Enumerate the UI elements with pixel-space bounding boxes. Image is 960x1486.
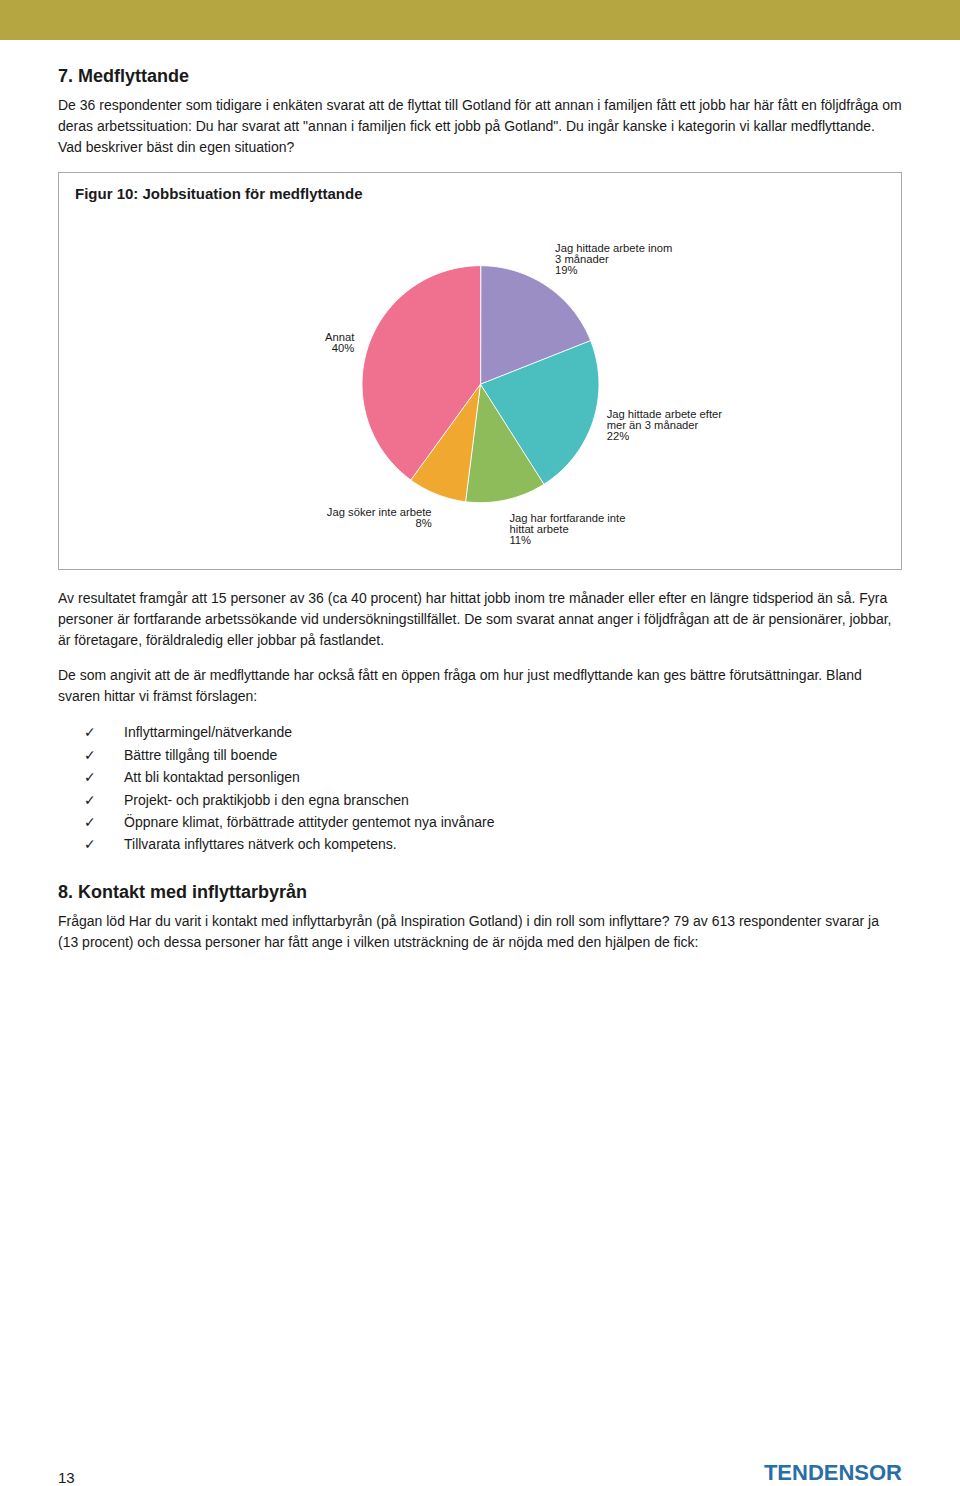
html-text:Frågan löd Har du varit i kont: Frågan löd Har du varit i kontakt med in… xyxy=(58,912,879,950)
svg-text:Jag har fortfarande intehittat: Jag har fortfarande intehittat arbete11% xyxy=(509,512,625,546)
html-text:7. Medflyttande: 7. Medflyttande xyxy=(58,66,189,86)
html-text:Öppnare klimat, förbättrade at: Öppnare klimat, förbättrade attityder ge… xyxy=(124,814,495,830)
html-text:De som angivit att de är medfl: De som angivit att de är medflyttande ha… xyxy=(58,667,862,705)
html-text:13: 13 xyxy=(58,1469,75,1486)
html-text:TENDENSOR: TENDENSOR xyxy=(763,1460,902,1485)
html-text:De 36 respondenter som tidigar: De 36 respondenter som tidigare i enkäte… xyxy=(58,97,902,155)
svg-text:Jag hittade arbete inom3 månad: Jag hittade arbete inom3 månader19% xyxy=(555,242,672,276)
html-text:Projekt- och praktikjobb i den: Projekt- och praktikjobb i den egna bran… xyxy=(124,791,409,808)
svg-text:Annat40%: Annat40% xyxy=(325,331,355,354)
html-text:Bättre tillgång till boende: Bättre tillgång till boende xyxy=(124,746,278,763)
html-text:Tillvarata inflyttares nätverk: Tillvarata inflyttares nätverk och kompe… xyxy=(124,836,397,853)
html-text:Inflyttarmingel/nätverkande: Inflyttarmingel/nätverkande xyxy=(124,724,293,741)
svg-text:Jag söker inte arbete8%: Jag söker inte arbete8% xyxy=(327,506,432,529)
html-text:Att bli kontaktad personligen: Att bli kontaktad personligen xyxy=(124,769,300,786)
svg-text:Jag hittade arbete eftermer än: Jag hittade arbete eftermer än 3 månader… xyxy=(607,408,723,442)
html-text:Av resultatet framgår att 15 p: Av resultatet framgår att 15 personer av… xyxy=(58,590,892,649)
html-text:8. Kontakt med inflyttarbyrån: 8. Kontakt med inflyttarbyrån xyxy=(58,881,307,902)
html-text:Figur 10: Jobbsituation för me: Figur 10: Jobbsituation för medflyttande xyxy=(75,185,363,202)
